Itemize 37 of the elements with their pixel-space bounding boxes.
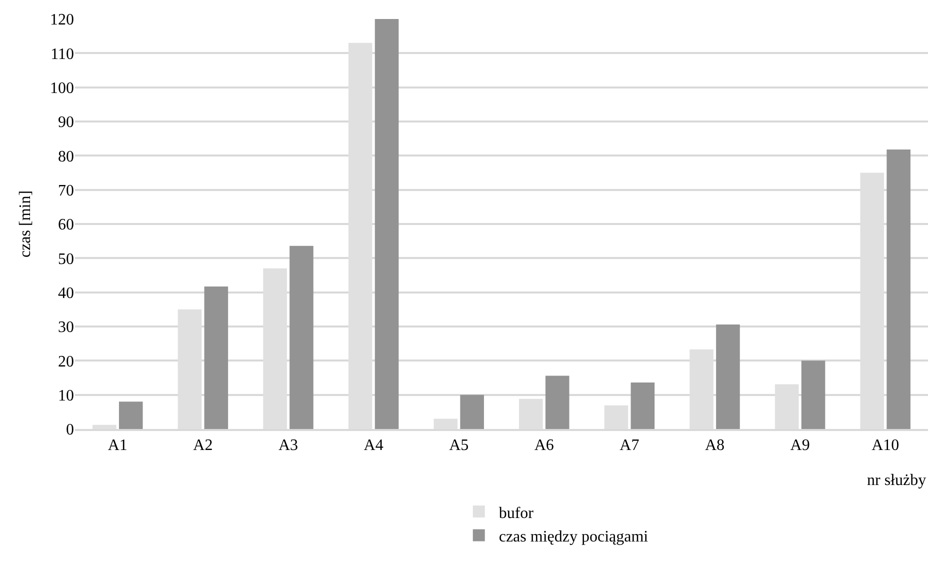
bar [886, 150, 910, 429]
legend-label: czas między pociągami [498, 528, 649, 546]
bar [374, 19, 399, 429]
x-axis-title: nr służby [867, 472, 926, 489]
y-tick-label: 100 [50, 80, 74, 97]
y-tick-label: 80 [58, 148, 74, 166]
x-tick-label: A1 [108, 436, 128, 454]
x-tick-label: A3 [278, 436, 298, 454]
x-tick-label: A10 [872, 436, 900, 454]
x-tick-label: A7 [620, 436, 640, 454]
x-tick-label: A4 [364, 436, 384, 454]
bar [118, 402, 143, 429]
y-tick-label: 30 [58, 319, 74, 336]
y-tick-label: 20 [58, 353, 74, 370]
bar [545, 376, 570, 429]
x-tick-label: A9 [790, 436, 810, 454]
bar [290, 246, 314, 429]
x-tick-label: A5 [449, 436, 469, 454]
bar [716, 324, 740, 429]
x-tick-label: A2 [193, 436, 213, 454]
bar [801, 360, 826, 429]
y-tick-label: 50 [58, 250, 74, 268]
y-tick-label: 10 [58, 387, 74, 404]
x-tick-label: A6 [534, 436, 554, 454]
y-tick-label: 110 [50, 46, 74, 63]
bar [204, 286, 228, 429]
y-tick-label: 40 [58, 284, 74, 302]
x-tick-label: A8 [704, 436, 725, 454]
bar [460, 394, 484, 429]
y-tick-label: 0 [66, 422, 74, 439]
y-tick-label: 70 [58, 182, 74, 200]
bar [630, 382, 655, 429]
y-tick-label: 120 [50, 12, 74, 29]
y-tick-label: 60 [58, 216, 74, 234]
y-axis-title: czas [min] [16, 190, 34, 258]
legend-label: bufor [498, 504, 534, 522]
y-tick-label: 90 [58, 114, 74, 132]
